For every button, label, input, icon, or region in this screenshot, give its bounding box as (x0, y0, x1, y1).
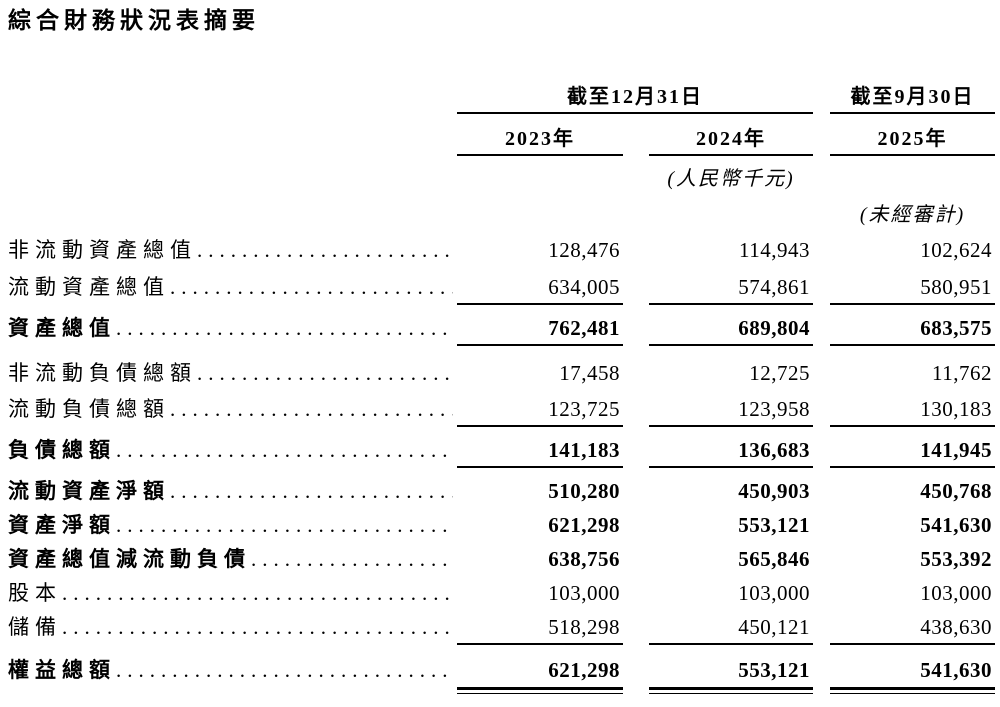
value-2023: 123,725 (457, 396, 623, 427)
value-2025: 541,630 (830, 657, 995, 694)
value-2025: 541,630 (920, 513, 992, 537)
row-total-liabilities: 負債總額 141,183 136,683 141,945 (8, 437, 995, 468)
year-header-row: 2023年 2024年 2025年 (8, 127, 995, 156)
value-2025: 683,575 (830, 315, 995, 346)
period-header-row: 截至12月31日 截至9月30日 (8, 85, 995, 114)
row-current-liabilities-total: 流動負債總額 123,725 123,958 130,183 (8, 396, 995, 427)
value-2024: 450,121 (649, 614, 813, 645)
value-2025: 553,392 (920, 547, 992, 571)
period-group-sep30: 截至9月30日 (830, 85, 995, 114)
row-total-assets-less-current-liabilities: 資產總值減流動負債 638,756 565,846 553,392 (8, 546, 995, 573)
currency-note: (人民幣千元) (667, 168, 795, 190)
dot-leader (62, 580, 453, 607)
audit-note-row: (未經審計) (8, 203, 995, 227)
value-2023: 518,298 (457, 614, 623, 645)
row-total-equity: 權益總額 621,298 553,121 541,630 (8, 657, 995, 694)
value-2024: 450,903 (738, 479, 810, 503)
row-label: 資產總值減流動負債 (8, 547, 251, 571)
value-2025: 450,768 (920, 479, 992, 503)
value-2024: 136,683 (649, 437, 813, 468)
dot-leader (251, 546, 453, 573)
dot-leader (170, 478, 453, 505)
row-non-current-liabilities-total: 非流動負債總額 17,458 12,725 11,762 (8, 360, 995, 387)
value-2025: 130,183 (830, 396, 995, 427)
value-2024: 103,000 (738, 581, 810, 605)
financial-position-table: 截至12月31日 截至9月30日 2023年 2024年 2025年 (人民幣千… (8, 85, 995, 694)
value-2025: 11,762 (932, 361, 992, 385)
currency-note-row: (人民幣千元) (8, 167, 995, 191)
row-label: 資產總值 (8, 316, 116, 340)
row-label: 權益總額 (8, 658, 116, 682)
period-group-dec31: 截至12月31日 (457, 85, 813, 114)
value-2023: 638,756 (548, 547, 620, 571)
value-2023: 634,005 (457, 274, 623, 305)
page-title: 綜合財務狀況表摘要 (8, 8, 260, 33)
row-label: 股本 (8, 581, 62, 605)
dot-leader (116, 512, 453, 539)
row-label: 非流動資產總值 (8, 238, 197, 262)
dot-leader (116, 657, 453, 684)
row-non-current-assets-total: 非流動資產總值 128,476 114,943 102,624 (8, 237, 995, 264)
dot-leader (197, 360, 453, 387)
row-label: 負債總額 (8, 438, 116, 462)
value-2023: 103,000 (548, 581, 620, 605)
row-label: 資產淨額 (8, 513, 116, 537)
value-2024: 123,958 (649, 396, 813, 427)
dot-leader (197, 237, 453, 264)
value-2023: 621,298 (548, 513, 620, 537)
value-2023: 17,458 (559, 361, 620, 385)
value-2025: 103,000 (920, 581, 992, 605)
row-label: 非流動負債總額 (8, 361, 197, 385)
row-share-capital: 股本 103,000 103,000 103,000 (8, 580, 995, 607)
value-2024: 565,846 (738, 547, 810, 571)
value-2023: 141,183 (457, 437, 623, 468)
value-2023: 128,476 (548, 238, 620, 262)
value-2023: 762,481 (457, 315, 623, 346)
value-2024: 574,861 (649, 274, 813, 305)
value-2024: 114,943 (739, 238, 810, 262)
value-2025: 580,951 (830, 274, 995, 305)
row-net-current-assets: 流動資產淨額 510,280 450,903 450,768 (8, 478, 995, 505)
row-total-assets: 資產總值 762,481 689,804 683,575 (8, 315, 995, 346)
value-2024: 12,725 (749, 361, 810, 385)
row-current-assets-total: 流動資產總值 634,005 574,861 580,951 (8, 274, 995, 305)
dot-leader (116, 437, 453, 464)
dot-leader (62, 614, 453, 641)
row-net-assets: 資產淨額 621,298 553,121 541,630 (8, 512, 995, 539)
value-2025: 438,630 (830, 614, 995, 645)
value-2024: 689,804 (649, 315, 813, 346)
row-label: 流動資產淨額 (8, 479, 170, 503)
row-label: 流動負債總額 (8, 397, 170, 421)
value-2024: 553,121 (649, 657, 813, 694)
dot-leader (170, 396, 453, 423)
row-label: 儲備 (8, 615, 62, 639)
year-2024-header: 2024年 (649, 127, 813, 156)
document-page: 綜合財務狀況表摘要 截至12月31日 截至9月30日 2023年 2024年 2… (0, 6, 1000, 707)
value-2024: 553,121 (738, 513, 810, 537)
dot-leader (170, 274, 453, 301)
year-2023-header: 2023年 (457, 127, 623, 156)
year-2025-header: 2025年 (830, 127, 995, 156)
value-2025: 102,624 (920, 238, 992, 262)
dot-leader (116, 315, 453, 342)
value-2023: 621,298 (457, 657, 623, 694)
row-label: 流動資產總值 (8, 275, 170, 299)
value-2023: 510,280 (548, 479, 620, 503)
row-reserves: 儲備 518,298 450,121 438,630 (8, 614, 995, 645)
unaudited-note: (未經審計) (859, 204, 966, 226)
value-2025: 141,945 (830, 437, 995, 468)
